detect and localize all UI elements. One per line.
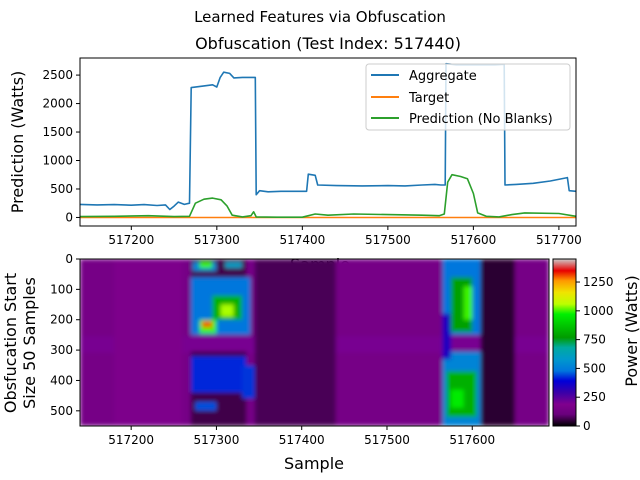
x-tick-label: 517300: [194, 233, 240, 247]
legend-label-prediction: Prediction (No Blanks): [409, 112, 553, 127]
heatmap-region: [201, 321, 213, 328]
heatmap-region: [195, 401, 217, 411]
x-tick-label: 517400: [279, 233, 325, 247]
y-tick-label: 100: [50, 282, 73, 296]
heatmap-region: [450, 389, 464, 408]
prediction-chart: Obfuscation (Test Index: 517440) 517200 5…: [8, 34, 582, 247]
colorbar-tick-label: 750: [583, 333, 606, 347]
prediction-y-ticks: 0 500 1000 1500 2000 2500: [42, 68, 80, 224]
colorbar-tick-label: 1250: [583, 275, 614, 289]
prediction-x-ticks: 517200 517300 517400 517500 517600 517700: [108, 226, 582, 247]
legend-label-target: Target: [408, 91, 449, 106]
heatmap-region: [254, 259, 336, 426]
y-tick-label: 200: [50, 313, 73, 327]
prediction-chart-title: Obfuscation (Test Index: 517440): [195, 34, 461, 53]
x-tick-label: 517600: [449, 433, 495, 447]
legend-label-aggregate: Aggregate: [409, 69, 477, 84]
colorbar-tick-label: 500: [583, 361, 606, 375]
heatmap-frame: [79, 258, 550, 427]
heatmap-region: [114, 259, 183, 426]
heatmap-cells: [80, 259, 549, 426]
legend-frame: [365, 63, 571, 131]
heatmap-x-axis-label: Sample: [284, 454, 344, 473]
heatmap-region: [190, 356, 247, 393]
heatmap-region: [463, 286, 473, 320]
y-tick-label: 2500: [42, 68, 73, 82]
colorbar-gradient: [552, 258, 577, 427]
y-tick-label: 400: [50, 373, 73, 387]
figure-suptitle: Learned Features via Obfuscation: [194, 8, 446, 26]
heatmap-y-ticks: 0 100 200 300 400 500: [50, 252, 80, 418]
colorbar: 0 250 500 750 1000 1250 Power (Watts): [552, 258, 640, 433]
y-tick-label: 2000: [42, 97, 73, 111]
colorbar-tick-label: 0: [583, 419, 591, 433]
y-tick-label: 0: [65, 252, 73, 266]
colorbar-ticks: 0 250 500 750 1000 1250: [576, 275, 614, 433]
obfuscation-heatmap-chart: 517200 517300 517400 517500 517600 0 100 200 30…: [1, 252, 640, 473]
series-line-prediction-no-blanks: [79, 173, 577, 218]
colorbar-label: Power (Watts): [622, 275, 640, 386]
heatmap-x-ticks: 517200 517300 517400 517500 517600: [108, 426, 495, 447]
colorbar-tick-label: 250: [583, 390, 606, 404]
x-tick-label: 517500: [364, 433, 410, 447]
prediction-legend: Aggregate Target Prediction (No Blanks): [365, 63, 571, 131]
heatmap-region: [220, 304, 234, 317]
x-tick-label: 517400: [279, 433, 325, 447]
heatmap-region: [242, 365, 255, 399]
prediction-y-axis-label: Prediction (Watts): [8, 71, 27, 214]
y-tick-label: 300: [50, 343, 73, 357]
y-tick-label: 0: [65, 210, 73, 224]
x-tick-label: 517200: [108, 233, 154, 247]
heatmap-region: [480, 259, 515, 426]
x-tick-label: 517300: [194, 433, 240, 447]
x-tick-label: 517200: [108, 433, 154, 447]
y-tick-label: 500: [50, 404, 73, 418]
heatmap-region: [224, 262, 243, 269]
colorbar-tick-label: 1000: [583, 304, 614, 318]
heatmap-region: [442, 313, 451, 360]
x-tick-label: 517600: [450, 233, 496, 247]
prediction-plot-frame: [79, 57, 577, 227]
x-tick-label: 517700: [536, 233, 582, 247]
y-tick-label: 1000: [42, 154, 73, 168]
y-tick-label: 1500: [42, 125, 73, 139]
x-tick-label: 517500: [365, 233, 411, 247]
heatmap-region: [199, 262, 213, 269]
y-tick-label: 500: [50, 182, 73, 196]
heatmap-y-axis-label: Obsfucation StartSize 50 Samples: [1, 273, 39, 413]
